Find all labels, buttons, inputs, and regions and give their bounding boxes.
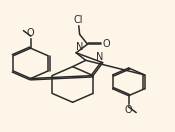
Text: N: N: [76, 42, 83, 52]
Text: Cl: Cl: [74, 15, 83, 25]
Text: O: O: [102, 39, 110, 49]
Text: O: O: [27, 28, 34, 38]
Text: O: O: [125, 105, 132, 115]
Text: N: N: [96, 52, 103, 62]
